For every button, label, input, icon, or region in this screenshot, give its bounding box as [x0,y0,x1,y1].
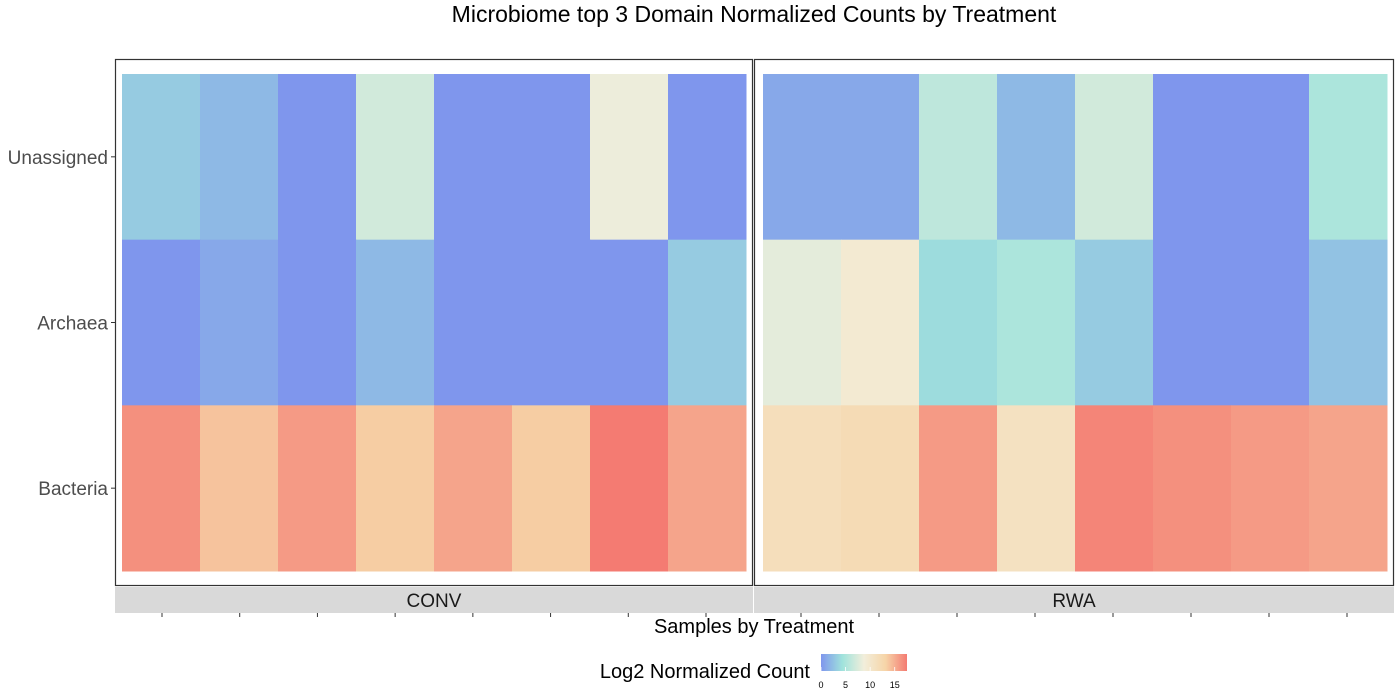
heatmap-cell [919,405,998,572]
heatmap-cell [1231,405,1310,572]
chart-title: Microbiome top 3 Domain Normalized Count… [452,1,1057,27]
y-axis-labels: Unassigned Archaea Bacteria [8,148,115,500]
heatmap-cell [278,74,357,241]
facet-panel-conv [114,58,754,587]
heatmap-cell [1075,239,1154,406]
heatmap-cell [763,239,842,406]
facet-strips: CONV RWA [115,587,1394,613]
heatmap-cell [278,239,357,406]
heatmap-cell [841,405,920,572]
panel-border [114,58,754,587]
heatmap-cell [668,239,747,406]
heatmap-cell [1309,405,1388,572]
legend-tick-label: 5 [843,680,848,690]
legend-tick-label: 0 [818,680,823,690]
heatmap-cell [1075,74,1154,241]
heatmap-cell [997,405,1076,572]
legend-title: Log2 Normalized Count [600,661,811,683]
heatmap-cell [512,405,591,572]
heatmap-cell [200,239,279,406]
heatmap-cell [997,239,1076,406]
facet-strip-bg [754,587,1394,613]
panel-border [753,58,1395,587]
heatmap-cell [122,239,201,406]
heatmap-cell [841,74,920,241]
heatmap-cell [356,239,435,406]
y-tick-label: Unassigned [8,148,108,169]
heatmap-cell [434,239,513,406]
heatmap-cell [668,405,747,572]
heatmap-cell [919,74,998,241]
heatmap-cell [919,239,998,406]
facet-strip-label: CONV [407,591,462,612]
heatmap-cell [1231,239,1310,406]
heatmap-cell [1309,239,1388,406]
legend: Log2 Normalized Count 0 5 10 15 [600,654,907,690]
y-tick-label: Archaea [37,314,108,335]
heatmap-cell [1231,74,1310,241]
heatmap-cell [1153,74,1232,241]
heatmap-cell [122,74,201,241]
heatmap-cell [997,74,1076,241]
heatmap-cell [512,74,591,241]
heatmap-cell [434,405,513,572]
heatmap-cell [1153,405,1232,572]
x-axis-title: Samples by Treatment [654,616,855,638]
heatmap-cell [356,405,435,572]
heatmap-cell [1309,74,1388,241]
x-axis-ticks [161,613,1348,617]
heatmap-cell [590,239,669,406]
facet-panel-rwa [753,58,1395,587]
heatmap-cell [763,405,842,572]
heatmap-cell [590,405,669,572]
heatmap-cell [512,239,591,406]
heatmap-cell [841,239,920,406]
facet-strip-label: RWA [1052,591,1096,612]
heatmap-cell [668,74,747,241]
heatmap-cell [590,74,669,241]
legend-tick-label: 15 [890,680,900,690]
heatmap-cell [763,74,842,241]
heatmap-cell [122,405,201,572]
heatmap-cell [200,405,279,572]
heatmap-cell [1153,239,1232,406]
facet-panels [114,58,1395,587]
facet-strip-bg [115,587,753,613]
heatmap-cell [1075,405,1154,572]
heatmap-cell [278,405,357,572]
heatmap-cell [200,74,279,241]
heatmap-cell [434,74,513,241]
y-tick-label: Bacteria [38,479,108,500]
legend-ticks: 0 5 10 15 [818,667,900,690]
legend-tick-label: 10 [865,680,875,690]
legend-colorbar [821,654,907,671]
heatmap-cell [356,74,435,241]
